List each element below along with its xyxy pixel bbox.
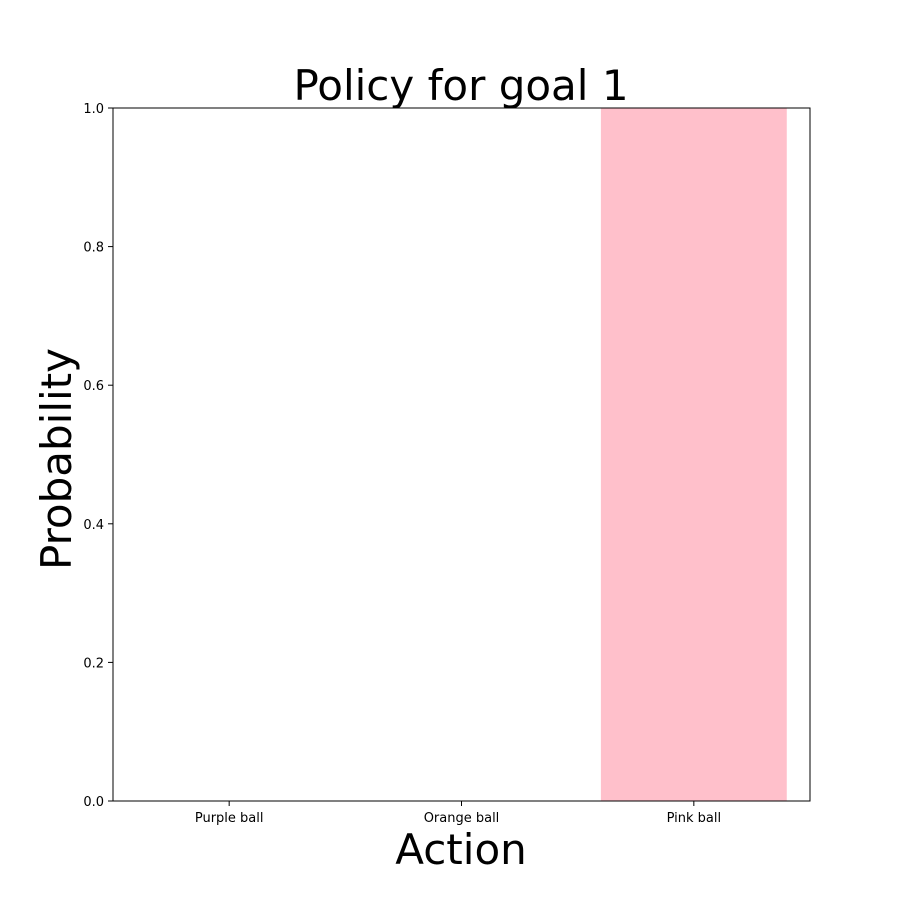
y-tick-label: 0.4 — [83, 518, 104, 533]
y-tick-label: 0.2 — [83, 656, 104, 671]
x-tick-label-purple-ball: Purple ball — [195, 811, 264, 826]
x-axis-label: Action — [395, 825, 527, 874]
bars-group — [600, 108, 787, 801]
y-axis-label: Probability — [32, 348, 81, 570]
chart-title: Policy for goal 1 — [293, 61, 628, 110]
y-tick-label: 0.0 — [83, 795, 104, 810]
x-axis-ticks: Purple ball Orange ball Pink ball — [195, 801, 721, 826]
y-axis-ticks: 0.0 0.2 0.4 0.6 0.8 1.0 — [83, 102, 113, 810]
y-tick-label: 0.6 — [83, 379, 104, 394]
y-tick-label: 0.8 — [83, 241, 104, 256]
x-tick-label-orange-ball: Orange ball — [424, 811, 500, 826]
y-tick-label: 1.0 — [83, 102, 104, 117]
bar-pink-ball — [600, 108, 787, 801]
x-tick-label-pink-ball: Pink ball — [667, 811, 722, 826]
